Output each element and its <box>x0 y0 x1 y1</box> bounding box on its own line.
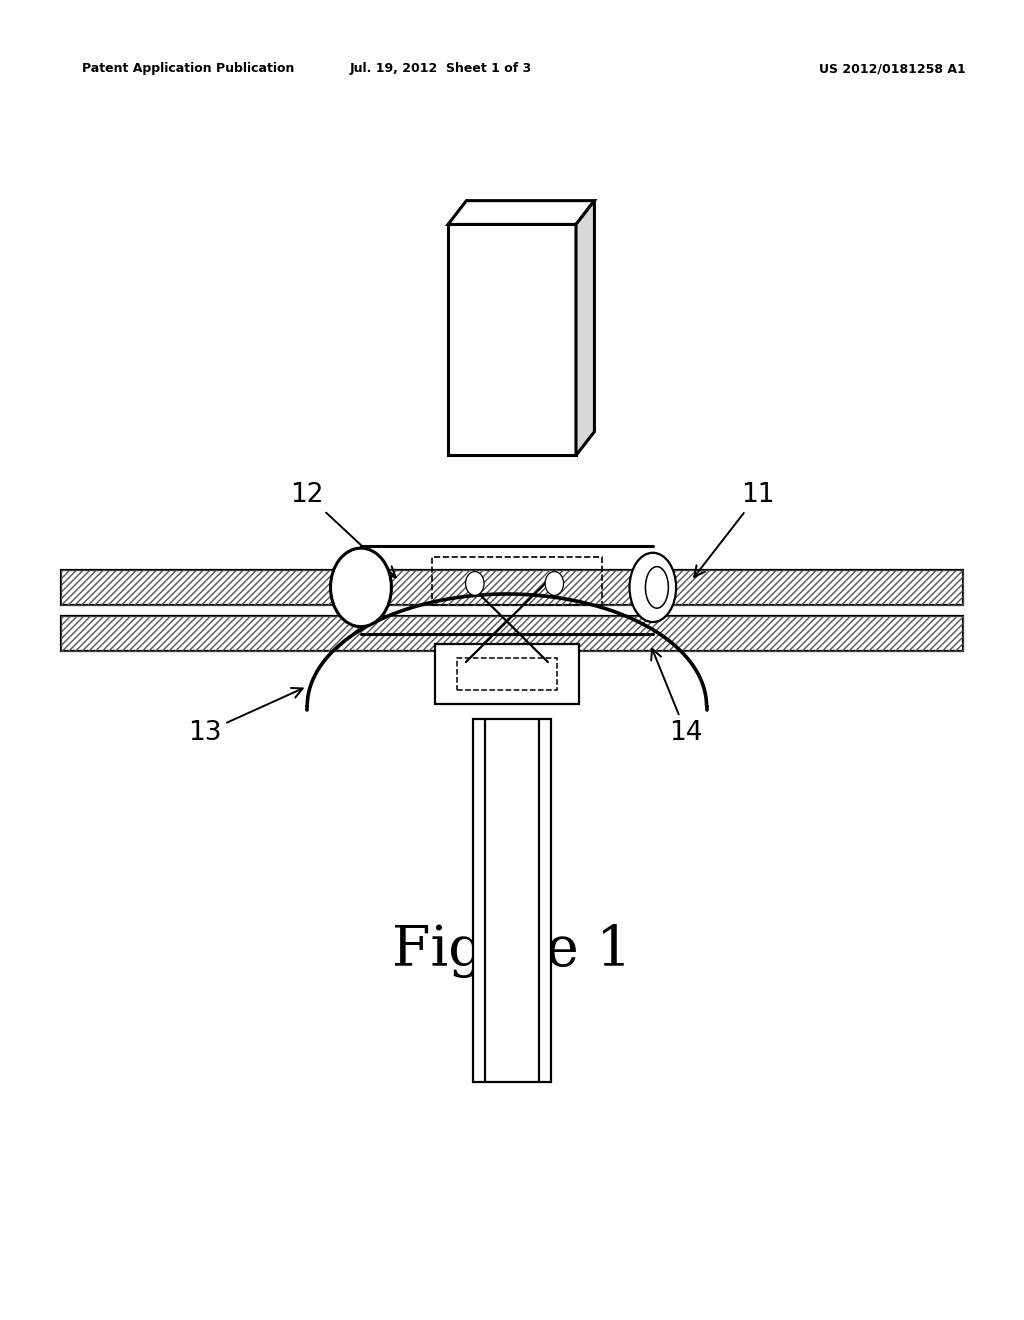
Text: Jul. 19, 2012  Sheet 1 of 3: Jul. 19, 2012 Sheet 1 of 3 <box>349 62 531 75</box>
Polygon shape <box>575 201 594 455</box>
Text: 12: 12 <box>291 482 395 577</box>
Circle shape <box>545 572 563 595</box>
Ellipse shape <box>630 553 676 622</box>
Text: 11: 11 <box>694 482 774 577</box>
Ellipse shape <box>645 566 669 609</box>
Bar <box>435 644 579 704</box>
Bar <box>61 616 963 651</box>
Bar <box>61 570 963 605</box>
Text: US 2012/0181258 A1: US 2012/0181258 A1 <box>819 62 966 75</box>
Bar <box>61 616 963 651</box>
Bar <box>432 557 602 605</box>
Circle shape <box>466 572 484 595</box>
Ellipse shape <box>331 548 391 627</box>
Bar <box>61 570 963 605</box>
Bar <box>473 719 551 1082</box>
Text: Patent Application Publication: Patent Application Publication <box>82 62 294 75</box>
Text: 13: 13 <box>188 688 303 746</box>
Text: 14: 14 <box>651 648 702 746</box>
Polygon shape <box>449 201 594 224</box>
Text: Figure 1: Figure 1 <box>392 923 632 978</box>
Bar <box>449 224 575 455</box>
Bar <box>457 657 557 690</box>
